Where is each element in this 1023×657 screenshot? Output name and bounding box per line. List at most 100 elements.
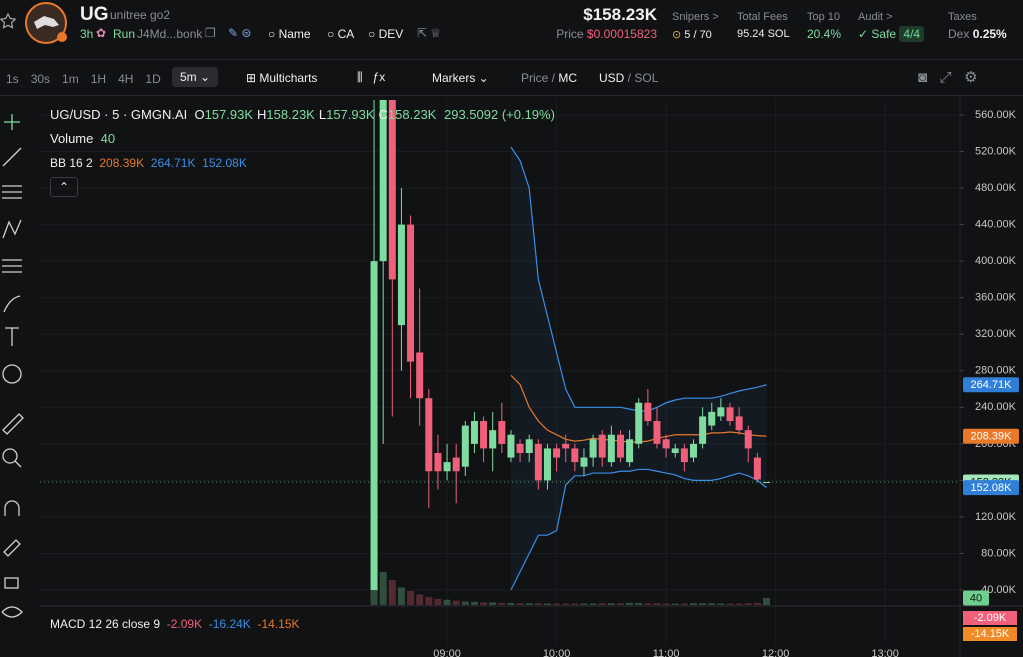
stat-label[interactable]: Audit > (858, 11, 893, 23)
collapse-button[interactable]: ⌃ (50, 177, 78, 197)
price-badge-label: 208.39K (971, 431, 1013, 443)
logo-badge (57, 32, 67, 42)
volume-bar (644, 603, 652, 605)
audit-value: ✓ Safe 4/4 (858, 26, 925, 42)
markers[interactable]: Markers ⌄ (432, 71, 489, 85)
candle-body (480, 421, 488, 449)
interval-button[interactable]: 4H (118, 72, 134, 86)
candle-body (753, 457, 761, 480)
volume-bar (534, 603, 542, 605)
macd-badge: -14.15K (963, 627, 1017, 641)
volume-bar (425, 597, 433, 605)
volume-bar (562, 603, 570, 605)
candle-body (653, 421, 661, 444)
x-tick-label: 09:00 (433, 648, 461, 657)
candle-body (644, 402, 652, 422)
token-name: unitree go2 (110, 8, 171, 22)
multicharts-text: Multicharts (259, 71, 318, 85)
x-tick-label: 12:00 (762, 648, 790, 657)
volume-bar (726, 603, 734, 605)
token-logo-art (34, 16, 59, 29)
y-tick-label: 360.00K (975, 292, 1017, 304)
currency-toggle[interactable]: USD / SOL (599, 71, 659, 85)
taxes-type: Dex (948, 27, 970, 41)
y-tick-label: 40.00K (981, 584, 1017, 596)
favorite-star[interactable] (0, 12, 17, 29)
bb-label: BB 16 2 (50, 156, 93, 170)
candle-body (571, 448, 579, 463)
interval-button[interactable]: 1H (90, 72, 107, 86)
candle-body (744, 430, 752, 449)
y-tick-label: 120.00K (975, 511, 1017, 523)
volume-bar (379, 572, 387, 605)
interval-selected[interactable]: 5m ⌄ (172, 67, 219, 87)
volume-bar (461, 601, 469, 605)
volume-bar (662, 603, 670, 605)
volume-label: Volume (50, 131, 94, 146)
search-ca[interactable]: ○ CA (327, 27, 355, 41)
bb-legend: BB 16 2 208.39K 264.71K 152.08K (50, 156, 247, 170)
drawing-tools[interactable] (1, 114, 24, 618)
toolbar-right-icons[interactable]: ◙ ⤢ ⚙ (918, 69, 978, 86)
token-status: Run (113, 27, 136, 41)
price-label: Price (556, 27, 584, 41)
y-tick-label: 400.00K (975, 255, 1017, 267)
y-tick-label: 440.00K (975, 219, 1017, 231)
chart-type-icons[interactable]: ⫼ ƒx (357, 70, 386, 84)
interval-button[interactable]: 30s (30, 72, 51, 86)
snipers-value: 5 / 70 (684, 29, 712, 41)
link-icons[interactable]: ✎ ⊜ (228, 26, 252, 40)
interval-button[interactable]: 1D (145, 72, 161, 86)
copy-icon[interactable]: ❐ (205, 26, 216, 40)
volume-bar (598, 603, 606, 605)
volume-bar (763, 598, 771, 605)
search-dev[interactable]: ○ DEV (368, 27, 404, 41)
volume-bar (516, 603, 524, 605)
candle-body (589, 439, 597, 458)
y-tick-label: 280.00K (975, 365, 1017, 377)
usd-toggle: USD (599, 71, 625, 85)
divider (0, 95, 1023, 96)
volume-bar (589, 603, 597, 605)
candle-body (543, 448, 551, 481)
y-tick-label: 320.00K (975, 328, 1017, 340)
ohlc-value: 157.93K (326, 107, 375, 122)
price-row: Price $0.00015823 (556, 27, 657, 41)
candle-body (726, 407, 734, 422)
volume-bar (699, 603, 707, 605)
search-dev-text: DEV (378, 27, 404, 41)
candle-body (635, 402, 643, 444)
volume-bar (607, 603, 615, 605)
share-icons[interactable]: ⇱ ♕ (417, 26, 442, 40)
header-icons (0, 2, 67, 44)
volume-badge-label: 40 (970, 592, 982, 604)
taxes-value: Dex 0.25% (948, 27, 1007, 41)
candle-body (397, 224, 405, 326)
volume-bar (397, 587, 405, 605)
stat-value: 95.24 SOL (737, 28, 790, 40)
stat-label[interactable]: Snipers > (672, 11, 719, 23)
volume-badge (963, 590, 989, 606)
mc-toggle: MC (558, 71, 578, 85)
interval-button[interactable]: 1m (62, 72, 79, 86)
volume-bar (616, 603, 624, 605)
candle-body (534, 443, 542, 481)
ohlc-value: 158.23K (387, 107, 437, 122)
search-name[interactable]: ○ Name (268, 27, 311, 41)
stat-label: Top 10 (807, 11, 841, 23)
candle-body (708, 411, 716, 426)
candle-body (699, 416, 707, 444)
y-tick-label: 480.00K (975, 182, 1017, 194)
stat-value: 20.4% (807, 27, 842, 41)
volume-bar (717, 603, 725, 605)
token-address[interactable]: J4Md...bonk (137, 27, 203, 41)
interval-button[interactable]: 1s (6, 72, 19, 86)
multicharts[interactable]: ⊞ Multicharts (246, 71, 318, 85)
audit-text: Safe (871, 27, 897, 41)
stat-label: Total Fees (737, 11, 788, 23)
price-mc-toggle[interactable]: Price / MC (521, 71, 578, 85)
candle-body (370, 261, 378, 591)
price-value: $0.00015823 (586, 27, 657, 41)
